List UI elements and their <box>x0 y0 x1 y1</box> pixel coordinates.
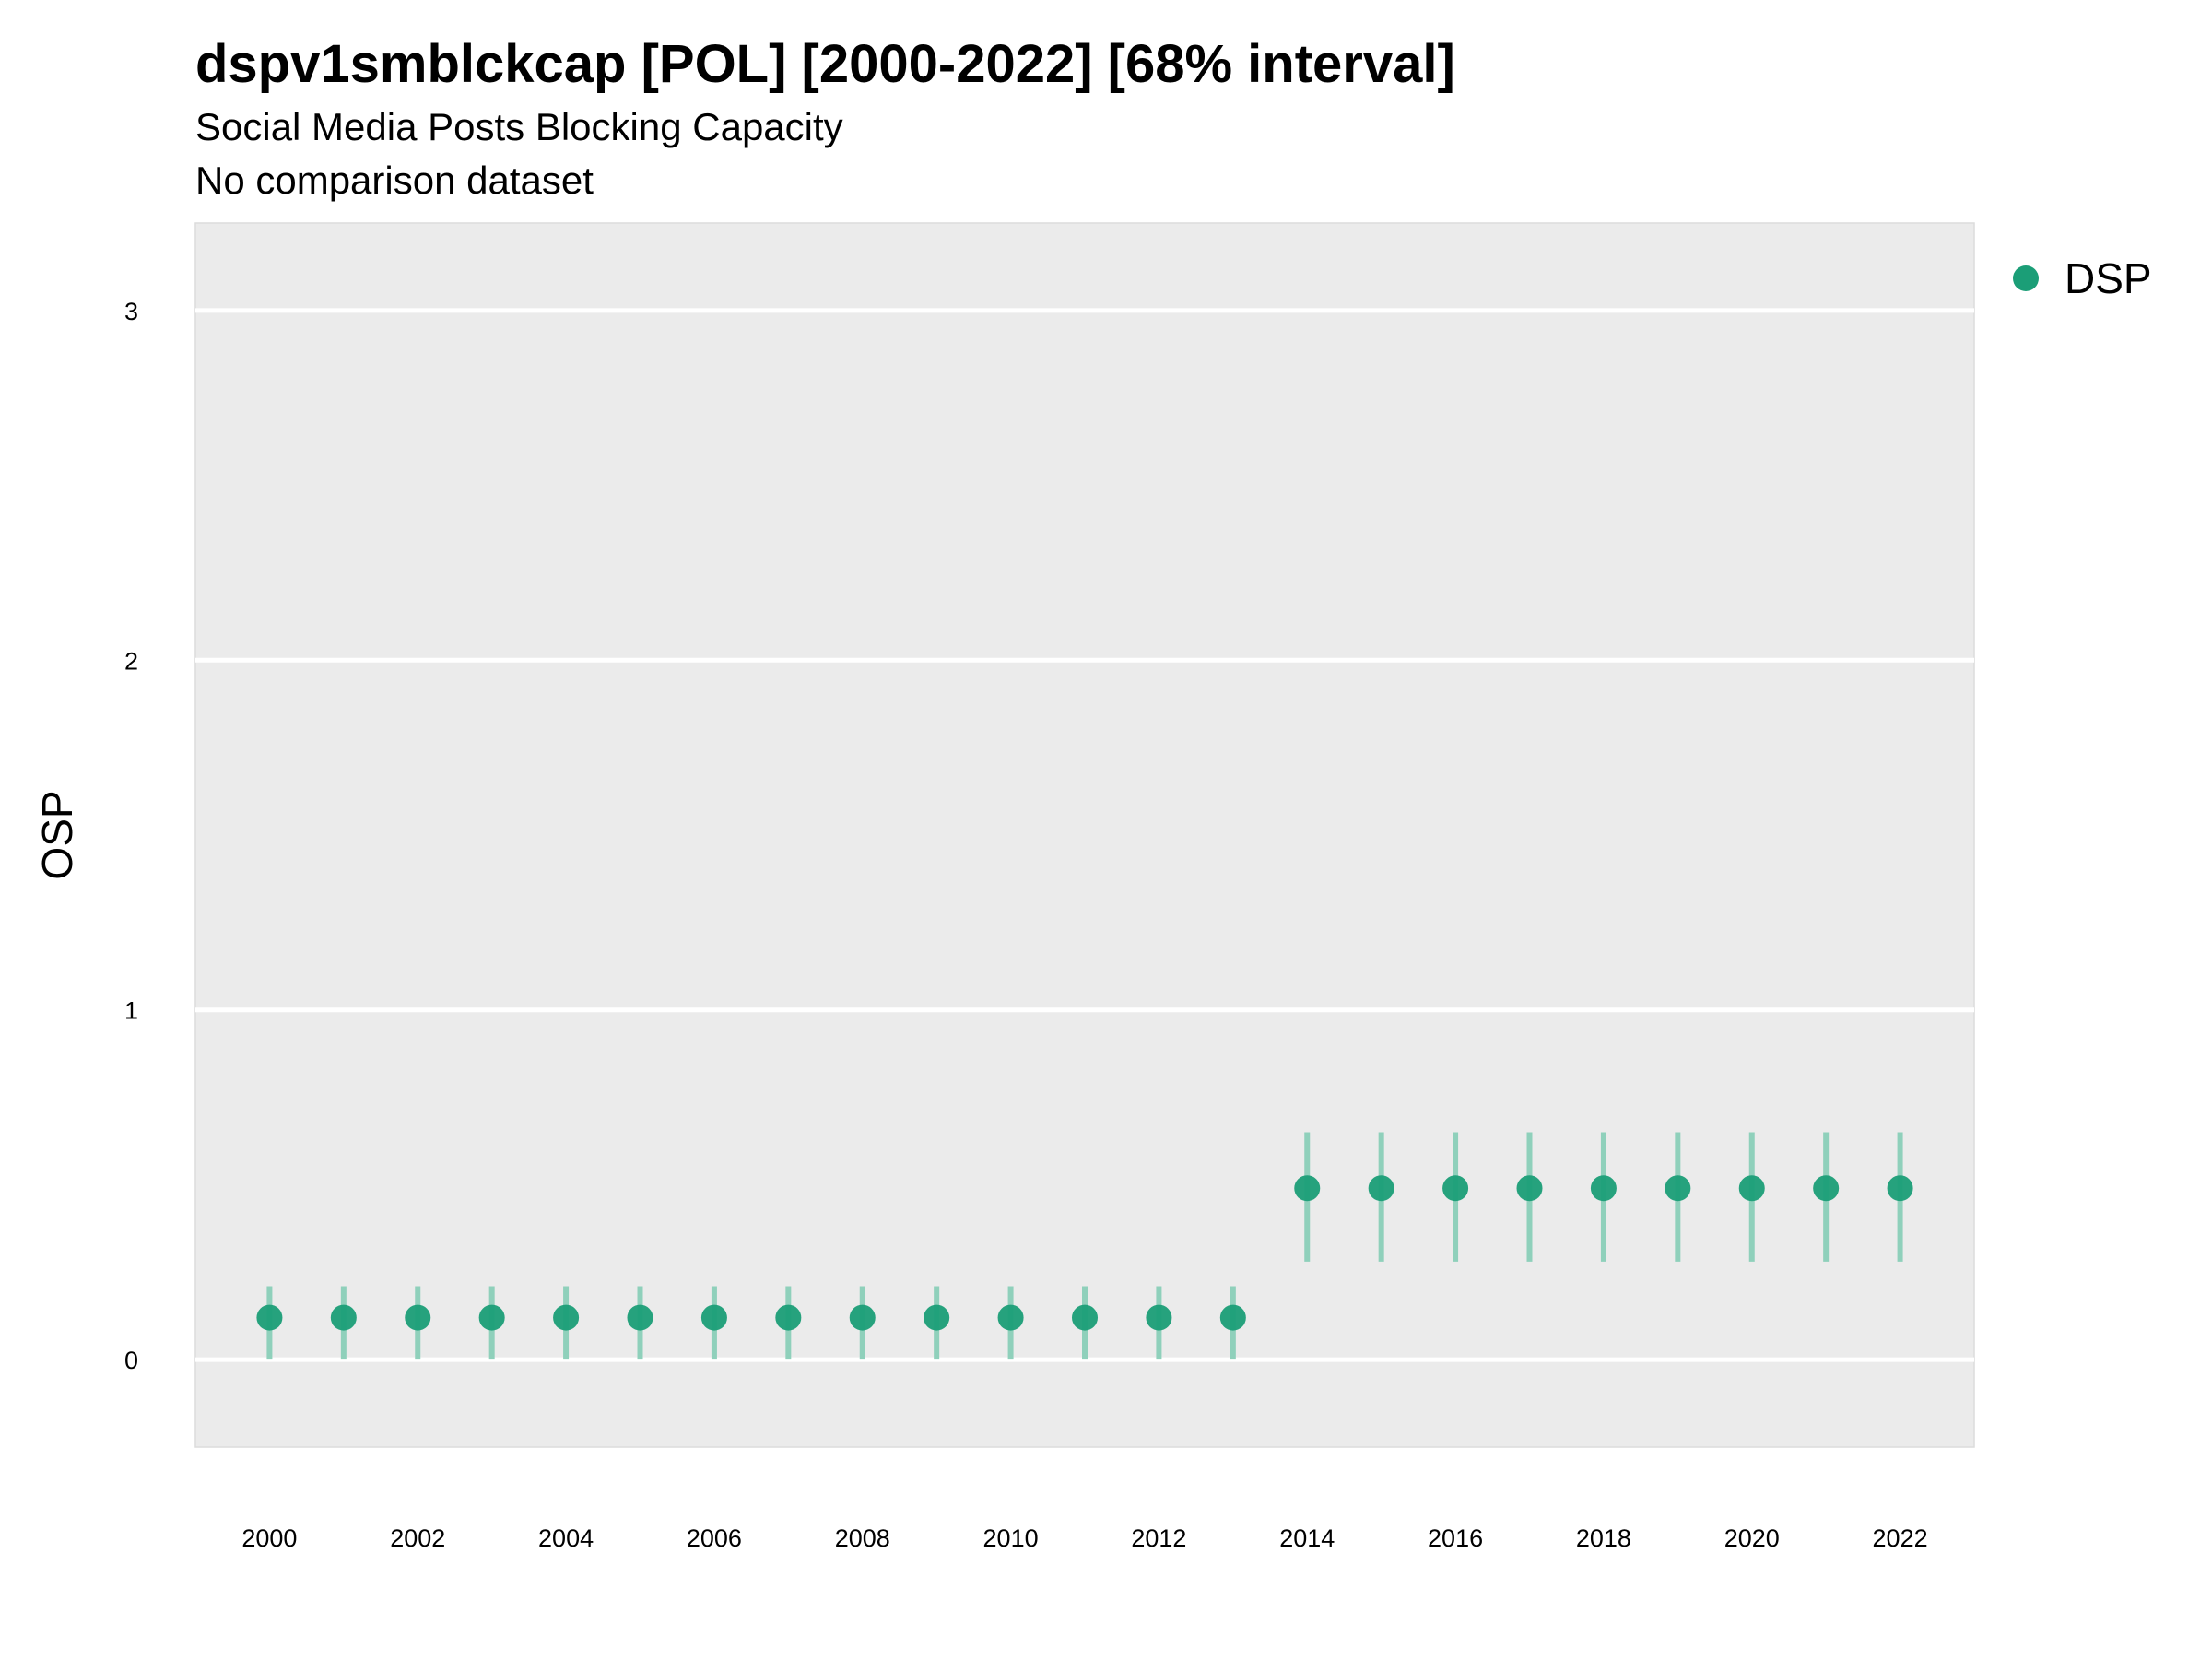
x-tick-label-2020: 2020 <box>1724 1524 1780 1552</box>
data-point-2018 <box>1590 1175 1617 1202</box>
data-point-2010 <box>997 1304 1024 1331</box>
y-axis-ticks: 0 1 2 3 <box>124 298 138 1374</box>
y-axis-title: OSP <box>33 790 81 879</box>
data-point-2005 <box>627 1304 653 1331</box>
legend-label-dsp: DSP <box>2065 254 2152 302</box>
data-point-2004 <box>553 1304 580 1331</box>
x-tick-label-2004: 2004 <box>538 1524 594 1552</box>
x-tick-label-2022: 2022 <box>1873 1524 1928 1552</box>
data-point-2008 <box>849 1304 876 1331</box>
data-point-2011 <box>1072 1304 1098 1331</box>
x-tick-label-2014: 2014 <box>1279 1524 1335 1552</box>
x-tick-label-2000: 2000 <box>241 1524 297 1552</box>
x-tick-label-2018: 2018 <box>1576 1524 1631 1552</box>
data-point-2012 <box>1146 1304 1172 1331</box>
data-point-2007 <box>775 1304 802 1331</box>
x-tick-label-2012: 2012 <box>1131 1524 1186 1552</box>
data-point-2009 <box>924 1304 950 1331</box>
y-tick-label-0: 0 <box>124 1347 138 1374</box>
point-series <box>256 1175 1913 1331</box>
x-tick-label-2002: 2002 <box>390 1524 445 1552</box>
data-point-2014 <box>1294 1175 1321 1202</box>
y-tick-label-1: 1 <box>124 997 138 1025</box>
data-point-2003 <box>478 1304 505 1331</box>
x-tick-label-2010: 2010 <box>983 1524 1039 1552</box>
chart-subtitle: Social Media Posts Blocking Capacity <box>195 105 843 148</box>
data-point-2002 <box>405 1304 431 1331</box>
legend-key-dsp <box>2013 265 2039 291</box>
data-point-2021 <box>1813 1175 1840 1202</box>
chart-caption: No comparison dataset <box>195 159 594 202</box>
plot-panel <box>194 222 1975 1448</box>
x-axis-ticks: 2000 2002 2004 2006 2008 2010 2012 2014 2016 2018… <box>241 1524 1927 1552</box>
y-tick-label-2: 2 <box>124 647 138 675</box>
data-point-2019 <box>1665 1175 1691 1202</box>
data-point-2022 <box>1887 1175 1913 1202</box>
data-point-2016 <box>1442 1175 1469 1202</box>
data-point-2013 <box>1219 1304 1246 1331</box>
data-point-2020 <box>1738 1175 1765 1202</box>
data-point-2001 <box>330 1304 357 1331</box>
x-tick-label-2016: 2016 <box>1428 1524 1483 1552</box>
x-tick-label-2008: 2008 <box>835 1524 890 1552</box>
chart-title: dspv1smblckcap [POL] [2000-2022] [68% in… <box>195 34 1455 94</box>
x-tick-label-2006: 2006 <box>687 1524 742 1552</box>
data-point-2006 <box>700 1304 727 1331</box>
data-point-2015 <box>1368 1175 1394 1202</box>
data-point-2017 <box>1516 1175 1543 1202</box>
y-tick-label-3: 3 <box>124 298 138 325</box>
legend: DSP <box>2013 254 2152 302</box>
data-point-2000 <box>256 1304 283 1331</box>
